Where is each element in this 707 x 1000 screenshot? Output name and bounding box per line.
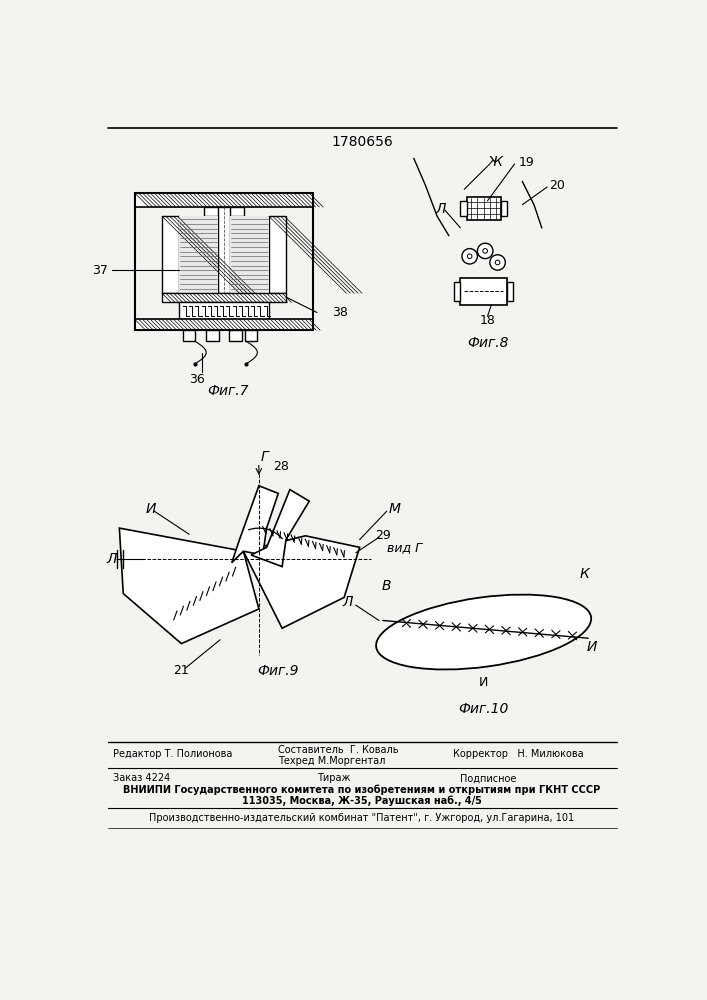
Text: 38: 38 xyxy=(332,306,349,319)
Bar xyxy=(467,197,501,220)
Text: 19: 19 xyxy=(518,156,534,169)
Circle shape xyxy=(462,249,477,264)
Bar xyxy=(179,302,269,319)
Ellipse shape xyxy=(376,595,591,669)
Text: М: М xyxy=(389,502,400,516)
Text: 36: 36 xyxy=(189,373,205,386)
Text: Производственно-издательский комбинат "Патент", г. Ужгород, ул.Гагарина, 101: Производственно-издательский комбинат "П… xyxy=(149,813,575,823)
Text: Л: Л xyxy=(107,552,117,566)
Bar xyxy=(501,201,507,216)
Text: 20: 20 xyxy=(549,179,566,192)
Text: Заказ 4224: Заказ 4224 xyxy=(113,773,170,783)
Text: Фиг.10: Фиг.10 xyxy=(458,702,509,716)
Circle shape xyxy=(483,249,488,253)
Bar xyxy=(183,330,195,341)
Bar xyxy=(204,207,244,216)
Polygon shape xyxy=(243,536,360,628)
Bar xyxy=(162,216,179,293)
Polygon shape xyxy=(232,486,279,563)
Text: Л: Л xyxy=(436,202,446,216)
Polygon shape xyxy=(251,490,309,567)
Text: Подписное: Подписное xyxy=(460,773,517,783)
Circle shape xyxy=(477,243,493,259)
Text: Редактор Т. Полионова: Редактор Т. Полионова xyxy=(113,749,233,759)
Circle shape xyxy=(495,260,500,265)
Text: 18: 18 xyxy=(479,314,496,327)
Circle shape xyxy=(490,255,506,270)
Text: Фиг.9: Фиг.9 xyxy=(257,664,299,678)
Bar xyxy=(135,319,313,330)
Text: Корректор   Н. Милюкова: Корректор Н. Милюкова xyxy=(452,749,583,759)
Text: 29: 29 xyxy=(375,529,391,542)
Text: К: К xyxy=(580,567,590,581)
Text: 1780656: 1780656 xyxy=(331,135,393,149)
Text: 21: 21 xyxy=(173,664,189,677)
Bar xyxy=(454,282,460,301)
Text: И: И xyxy=(587,640,597,654)
Bar xyxy=(245,330,257,341)
Bar xyxy=(135,193,313,207)
Bar xyxy=(460,278,507,305)
Text: И: И xyxy=(479,676,489,689)
Text: Техред М.Моргентал: Техред М.Моргентал xyxy=(279,756,385,766)
Text: Л: Л xyxy=(343,594,354,608)
Text: 28: 28 xyxy=(273,460,288,473)
Bar xyxy=(218,207,230,293)
Polygon shape xyxy=(119,528,259,644)
Text: Фиг.7: Фиг.7 xyxy=(207,384,249,398)
Bar xyxy=(460,201,467,216)
Text: 37: 37 xyxy=(92,264,107,277)
Bar xyxy=(269,216,286,293)
Bar xyxy=(162,293,286,302)
Text: ВНИИПИ Государственного комитета по изобретениям и открытиям при ГКНТ СССР: ВНИИПИ Государственного комитета по изоб… xyxy=(123,785,600,795)
Bar xyxy=(230,216,269,293)
Bar xyxy=(179,216,218,293)
Text: Ж: Ж xyxy=(488,155,503,169)
Text: вид Г: вид Г xyxy=(387,541,422,554)
Text: Тираж: Тираж xyxy=(317,773,351,783)
Bar xyxy=(230,330,242,341)
Text: В: В xyxy=(382,579,392,593)
Circle shape xyxy=(467,254,472,259)
Text: Составитель  Г. Коваль: Составитель Г. Коваль xyxy=(279,745,399,755)
Bar xyxy=(206,330,218,341)
Text: И: И xyxy=(145,502,156,516)
Bar xyxy=(135,193,313,330)
Bar xyxy=(507,282,513,301)
Text: Г: Г xyxy=(260,450,268,464)
Text: 113035, Москва, Ж-35, Раушская наб., 4/5: 113035, Москва, Ж-35, Раушская наб., 4/5 xyxy=(242,795,482,806)
Text: Фиг.8: Фиг.8 xyxy=(467,336,508,350)
